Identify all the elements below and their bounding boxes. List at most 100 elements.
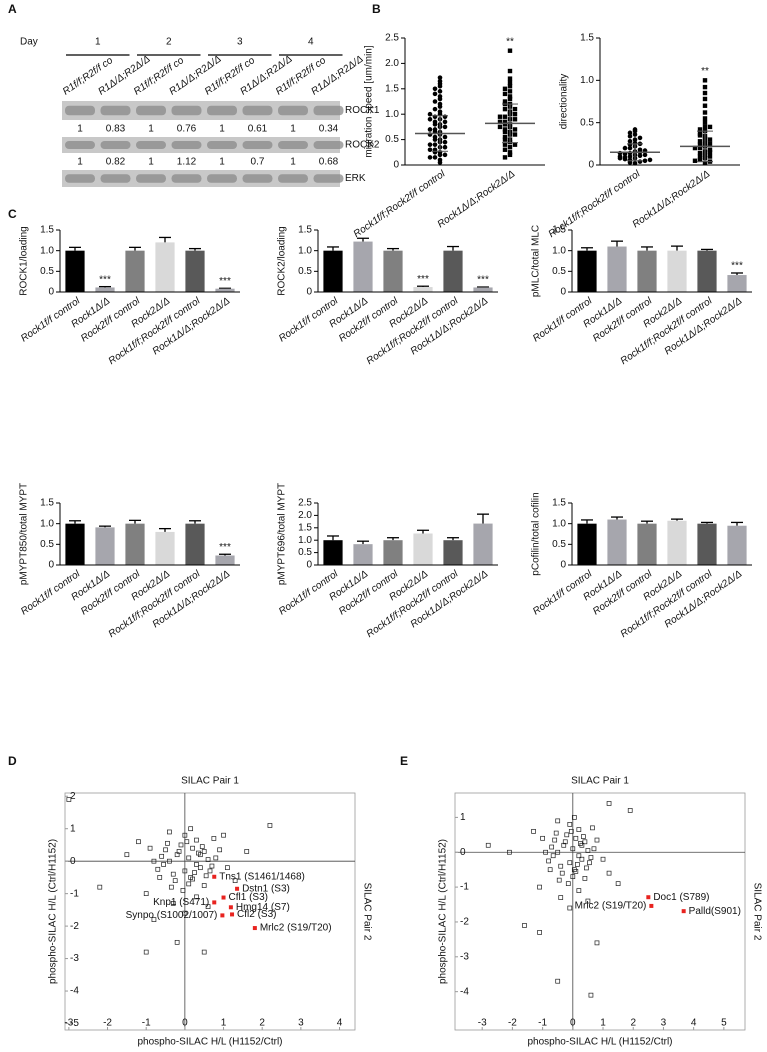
data-point bbox=[442, 139, 448, 145]
blot-band bbox=[207, 174, 237, 183]
day-number: 2 bbox=[166, 37, 172, 48]
x-tick-label: 1 bbox=[221, 1018, 227, 1029]
significance: ** bbox=[506, 36, 514, 47]
data-point bbox=[497, 124, 503, 130]
blot-band bbox=[278, 141, 308, 149]
data-point bbox=[702, 84, 708, 90]
panel-label: D bbox=[8, 754, 17, 768]
data-point bbox=[194, 894, 199, 900]
data-point bbox=[702, 90, 708, 96]
point-label: Knp1 (S471) bbox=[153, 897, 209, 908]
quant-value: 1 bbox=[148, 124, 154, 135]
data-point bbox=[194, 862, 199, 867]
data-point bbox=[567, 860, 573, 866]
data-point bbox=[553, 830, 559, 836]
data-point bbox=[190, 845, 195, 851]
data-point bbox=[549, 844, 555, 850]
data-point bbox=[201, 949, 207, 955]
data-point bbox=[570, 846, 576, 852]
quant-value: 1 bbox=[219, 124, 225, 135]
blot-band bbox=[207, 105, 237, 116]
data-point bbox=[502, 106, 508, 112]
data-point bbox=[170, 871, 176, 877]
data-point bbox=[205, 857, 211, 862]
y2-axis-label: SILAC Pair 2 bbox=[361, 883, 372, 941]
data-point bbox=[507, 89, 513, 94]
point-label: Doc1 (S789) bbox=[653, 892, 709, 903]
data-point bbox=[512, 106, 518, 112]
data-point bbox=[590, 825, 595, 831]
data-point bbox=[558, 863, 564, 869]
data-point bbox=[692, 145, 698, 151]
highlight-point bbox=[220, 913, 225, 918]
data-point bbox=[507, 94, 513, 99]
point-label: Mrlc2 (S19/T20) bbox=[260, 923, 332, 934]
data-point bbox=[497, 114, 503, 119]
data-point bbox=[591, 846, 597, 852]
data-point bbox=[502, 114, 508, 119]
data-point bbox=[186, 855, 192, 861]
y-tick-label: 0.5 bbox=[385, 134, 399, 145]
y-tick-label: 1.5 bbox=[385, 83, 399, 94]
bar bbox=[353, 544, 373, 565]
data-point bbox=[502, 86, 508, 91]
data-point bbox=[627, 154, 633, 159]
data-point bbox=[707, 154, 713, 159]
data-point bbox=[637, 159, 643, 164]
data-point bbox=[697, 154, 703, 159]
y-tick-label: -1 bbox=[460, 882, 469, 893]
x-tick-label: 4 bbox=[337, 1018, 343, 1029]
data-point bbox=[632, 128, 638, 134]
quant-value: 1 bbox=[290, 124, 296, 135]
point-label: Dstn1 (S3) bbox=[242, 883, 290, 894]
data-point bbox=[159, 853, 165, 859]
y-tick-label: 0 bbox=[560, 287, 566, 298]
x-tick-label: 1 bbox=[600, 1018, 606, 1029]
data-point bbox=[201, 849, 207, 854]
data-point bbox=[213, 855, 219, 861]
bar bbox=[637, 250, 657, 292]
data-point bbox=[432, 122, 438, 127]
y-axis-label: directionality bbox=[559, 74, 570, 130]
data-point bbox=[576, 827, 582, 832]
data-point bbox=[573, 835, 579, 841]
bar bbox=[323, 540, 343, 565]
panel-label: E bbox=[400, 754, 408, 768]
y-tick-label: 2.0 bbox=[298, 510, 312, 521]
y2-axis-label: SILAC Pair 2 bbox=[751, 883, 762, 941]
highlight-point bbox=[221, 895, 226, 900]
y-tick-label: 1 bbox=[460, 812, 466, 823]
y-tick-label: -4 bbox=[70, 986, 79, 997]
x-tick-label: 0 bbox=[570, 1018, 576, 1029]
data-point bbox=[432, 106, 438, 112]
panel-label: C bbox=[8, 207, 17, 221]
data-point bbox=[497, 119, 503, 125]
bar bbox=[185, 250, 205, 292]
data-point bbox=[707, 147, 713, 152]
data-point bbox=[427, 111, 433, 117]
day-number: 4 bbox=[308, 37, 314, 48]
bar bbox=[607, 246, 627, 292]
y-tick-label: 1.5 bbox=[580, 33, 594, 44]
significance: ** bbox=[701, 66, 709, 77]
data-point bbox=[136, 839, 141, 845]
data-point bbox=[531, 828, 536, 834]
data-point bbox=[442, 144, 448, 150]
data-point bbox=[163, 847, 168, 853]
data-point bbox=[576, 853, 582, 859]
data-point bbox=[617, 155, 623, 161]
highlight-point bbox=[649, 903, 654, 908]
x-tick-label: 3 bbox=[661, 1018, 667, 1029]
data-point bbox=[632, 132, 638, 137]
bar bbox=[577, 523, 597, 565]
data-point bbox=[642, 152, 648, 158]
x-tick-label: -2 bbox=[508, 1018, 517, 1029]
quant-value: 0.82 bbox=[106, 157, 126, 168]
point-label: Cfl2 (S3) bbox=[237, 909, 276, 920]
data-point bbox=[432, 114, 438, 120]
data-point bbox=[546, 858, 551, 864]
y-tick-label: 1.5 bbox=[298, 225, 312, 236]
data-point bbox=[427, 155, 433, 160]
x-axis-label: phospho-SILAC H/L (H1152/Ctrl) bbox=[527, 1037, 672, 1048]
highlight-point bbox=[646, 895, 651, 900]
